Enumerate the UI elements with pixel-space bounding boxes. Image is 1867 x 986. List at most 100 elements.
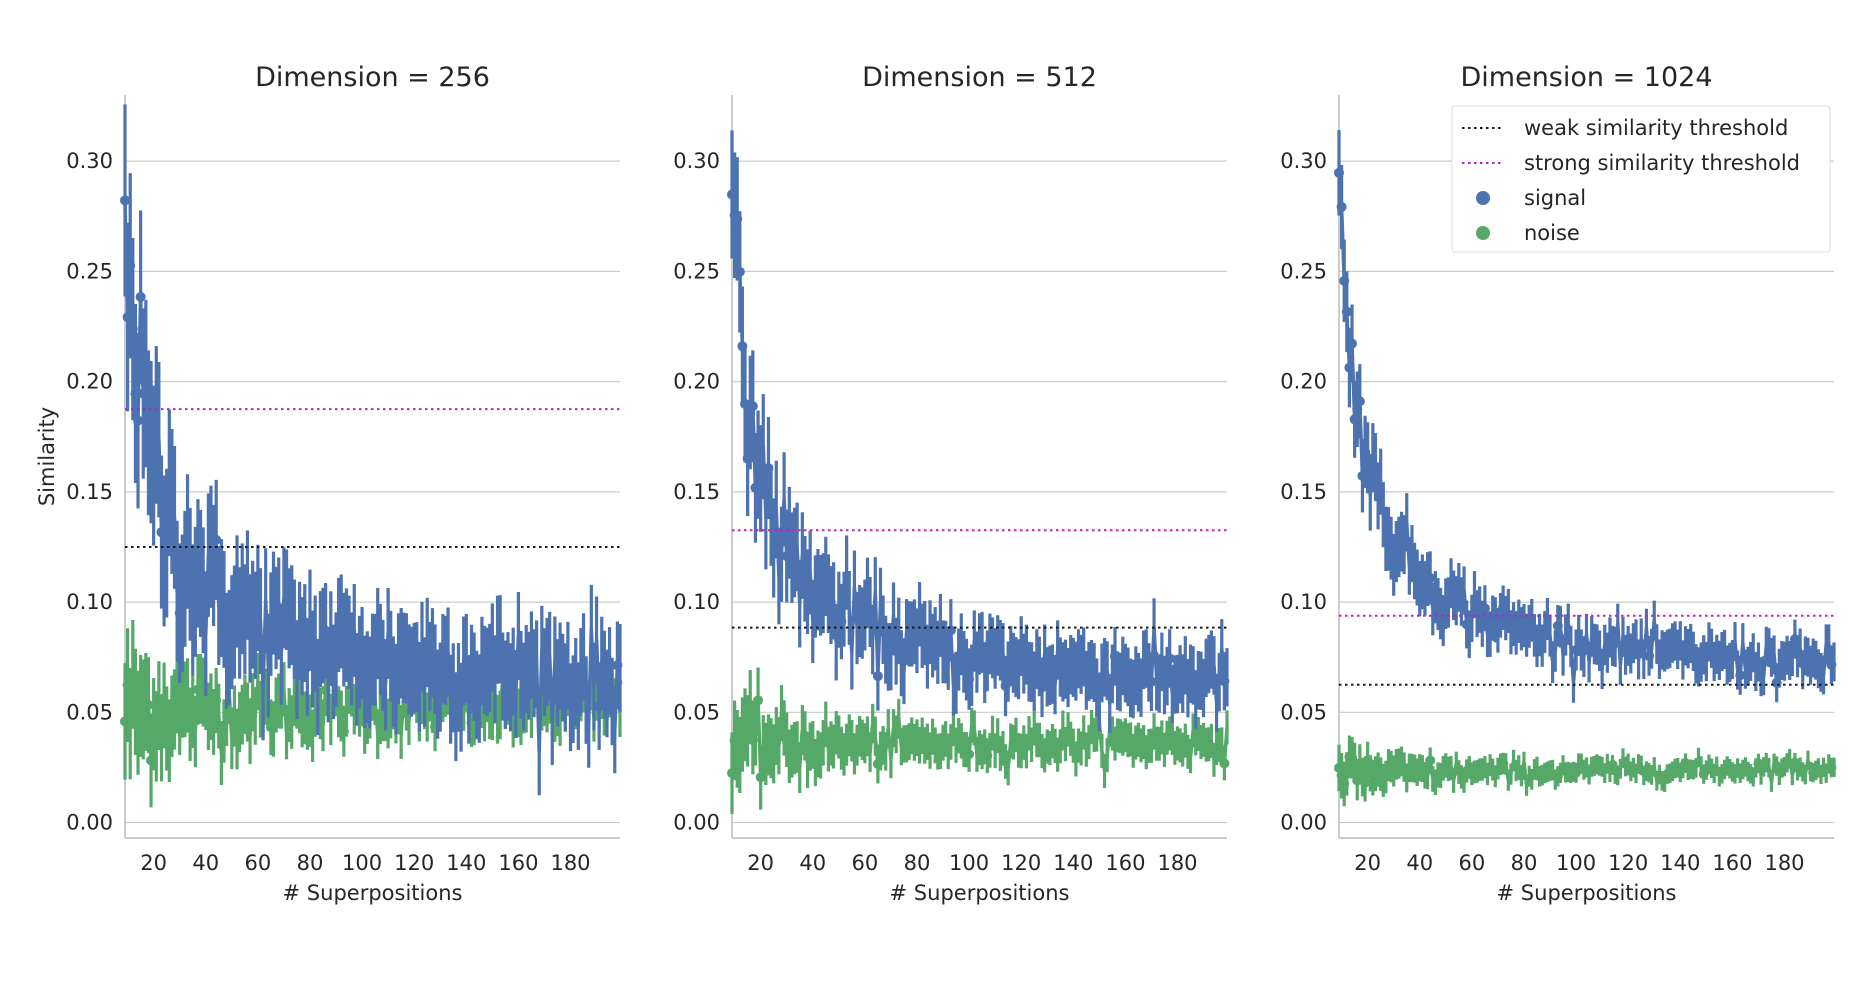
panel-title: Dimension = 256 <box>255 62 490 93</box>
signal-point <box>1354 396 1365 407</box>
noise-point <box>1753 758 1764 769</box>
signal-point <box>265 619 276 630</box>
noise-point <box>745 699 756 710</box>
signal-point <box>818 588 829 599</box>
signal-point <box>1109 651 1120 662</box>
noise-point <box>265 722 276 733</box>
noise-point <box>1789 757 1800 768</box>
noise-series <box>1334 735 1837 807</box>
noise-point <box>1201 739 1212 750</box>
x-tick-label: 20 <box>747 851 774 875</box>
signal-point <box>1534 630 1545 641</box>
y-tick-label: 0.25 <box>1280 259 1327 283</box>
x-tick-label: 80 <box>297 851 324 875</box>
noise-point <box>1443 763 1454 774</box>
x-tick-label: 160 <box>1105 851 1145 875</box>
noise-point <box>750 726 761 737</box>
noise-point <box>1354 758 1365 769</box>
signal-point <box>1201 662 1212 673</box>
signal-point <box>594 701 605 712</box>
y-tick-label: 0.00 <box>66 811 113 835</box>
noise-point <box>909 737 920 748</box>
noise-point <box>192 684 203 695</box>
signal-point <box>1334 167 1344 178</box>
noise-point <box>1055 741 1066 752</box>
signal-point <box>1347 338 1358 349</box>
panel-title: Dimension = 1024 <box>1460 62 1712 93</box>
signal-point <box>1344 362 1355 373</box>
noise-point <box>927 731 938 742</box>
signal-point <box>1055 662 1066 673</box>
x-axis-label: # Superpositions <box>283 881 463 905</box>
signal-point <box>1771 677 1782 688</box>
x-tick-label: 100 <box>342 851 382 875</box>
signal-point <box>1662 644 1673 655</box>
x-tick-label: 60 <box>245 851 272 875</box>
x-axis-label: # Superpositions <box>1497 881 1677 905</box>
x-tick-label: 80 <box>904 851 931 875</box>
noise-point <box>1552 771 1563 782</box>
noise-point <box>1000 756 1011 767</box>
noise-point <box>1073 740 1084 751</box>
noise-point <box>284 710 295 721</box>
y-tick-label: 0.05 <box>1280 700 1327 724</box>
noise-point <box>747 735 758 746</box>
y-tick-label: 0.00 <box>673 811 720 835</box>
signal-point <box>909 626 920 637</box>
legend-box <box>1451 105 1831 253</box>
noise-point <box>727 768 737 779</box>
signal-point <box>229 617 240 628</box>
signal-point <box>1370 462 1381 473</box>
signal-point <box>521 663 532 674</box>
noise-point <box>1735 768 1746 779</box>
signal-point <box>1362 452 1373 463</box>
y-axis-label: Similarity <box>35 407 59 506</box>
panel-title: Dimension = 512 <box>862 62 1097 93</box>
signal-point <box>466 664 477 675</box>
noise-point <box>1498 758 1509 769</box>
noise-point <box>1146 740 1157 751</box>
x-tick-label: 40 <box>799 851 826 875</box>
chart-panel-3: 0.00 0.05 0.10 0.15 0.20 0.25 0.30 20 40 60 80 100 1… <box>1280 62 1837 905</box>
noise-point <box>1406 762 1417 773</box>
noise-point <box>1716 768 1727 779</box>
noise-point <box>799 730 810 741</box>
signal-point <box>1589 639 1600 650</box>
signal-point <box>854 616 865 627</box>
signal-point <box>1625 648 1636 659</box>
noise-point <box>1698 769 1709 780</box>
signal-point <box>1336 201 1347 212</box>
noise-point <box>247 697 258 708</box>
noise-point <box>755 772 766 783</box>
y-tick-label: 0.25 <box>673 259 720 283</box>
signal-point <box>1479 603 1490 614</box>
signal-point <box>192 558 203 569</box>
x-tick-label: 100 <box>1556 851 1596 875</box>
signal-point <box>146 437 157 448</box>
legend: weak similarity threshold strong similari… <box>1451 105 1831 253</box>
signal-point <box>1753 656 1764 667</box>
signal-point <box>740 398 751 409</box>
noise-point <box>1625 766 1636 777</box>
y-tick-label: 0.20 <box>673 370 720 394</box>
x-tick-label: 40 <box>1406 851 1433 875</box>
signal-point <box>133 415 144 426</box>
x-tick-label: 180 <box>1157 851 1197 875</box>
y-tick-label: 0.20 <box>66 370 113 394</box>
noise-point <box>964 749 975 760</box>
signal-point <box>411 662 422 673</box>
x-tick-label: 120 <box>1608 851 1648 875</box>
signal-point <box>1339 275 1350 286</box>
noise-point <box>982 750 993 761</box>
noise-point <box>781 734 792 745</box>
x-tick-label: 140 <box>446 851 486 875</box>
signal-point <box>120 195 130 206</box>
noise-point <box>302 718 313 729</box>
signal-point <box>1406 548 1417 559</box>
signal-point <box>1357 470 1368 481</box>
noise-point <box>836 743 847 754</box>
x-axis-label: # Superpositions <box>890 881 1070 905</box>
signal-point <box>1352 404 1363 415</box>
noise-point <box>1826 762 1837 773</box>
